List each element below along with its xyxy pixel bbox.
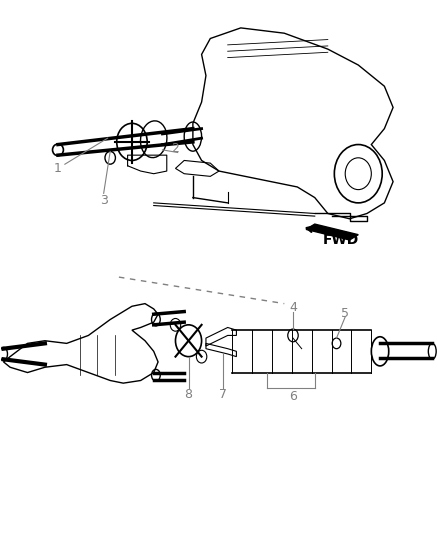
- Text: 8: 8: [184, 389, 193, 401]
- Circle shape: [332, 338, 341, 349]
- Text: 2: 2: [172, 142, 180, 155]
- Text: 4: 4: [289, 301, 297, 314]
- Text: 7: 7: [219, 389, 227, 401]
- Circle shape: [288, 329, 298, 342]
- Text: 6: 6: [289, 390, 297, 403]
- Circle shape: [105, 151, 116, 164]
- Text: 1: 1: [54, 162, 62, 175]
- Text: 5: 5: [341, 306, 349, 320]
- Text: 3: 3: [100, 193, 108, 207]
- Text: FWD: FWD: [323, 233, 359, 247]
- Polygon shape: [306, 224, 358, 240]
